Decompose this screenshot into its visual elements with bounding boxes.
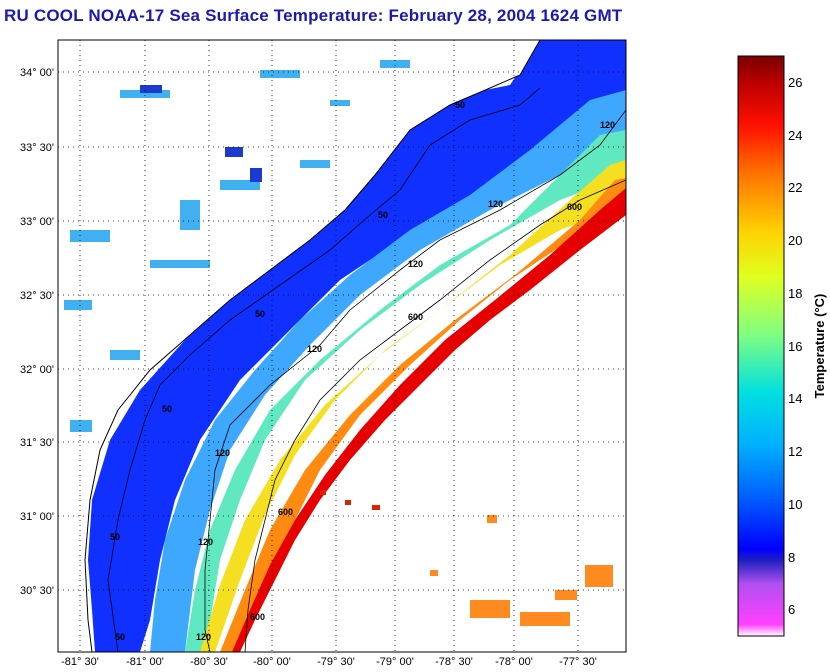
cloud-mask (270, 230, 626, 652)
lat-tick-label: 33° 30' (20, 142, 54, 154)
colorbar-tick-label: 20 (788, 233, 802, 248)
warm-water-yellow (200, 160, 626, 652)
colorbar-tick-label: 6 (788, 602, 795, 617)
lon-axis: -81° 30' -81° 00' -80° 30' -80° 00' -79°… (61, 656, 597, 668)
isobath-600m (244, 179, 626, 652)
contour-label: 50 (455, 100, 465, 110)
contour-label: 120 (488, 199, 503, 209)
graticule (58, 40, 626, 652)
lat-tick-label: 31° 00' (20, 511, 54, 523)
colorbar-gradient (737, 55, 785, 637)
colorbar-tick-label: 22 (788, 180, 802, 195)
colorbar: 26 24 22 20 18 16 14 12 10 8 6 Temperatu… (737, 55, 827, 637)
mid-shelf-water (150, 90, 626, 652)
lon-tick-label: -80° 30' (190, 656, 228, 668)
lat-axis: 34° 00' 33° 30' 33° 00' 32° 30' 32° 00' … (20, 67, 54, 597)
contour-label: 120 (198, 537, 213, 547)
contour-label: 50 (115, 632, 125, 642)
lat-tick-label: 31° 30' (20, 437, 54, 449)
lat-tick-label: 34° 00' (20, 67, 54, 79)
contour-label: 600 (567, 202, 582, 212)
lon-tick-label: -78° 00' (495, 656, 533, 668)
offshore-red-patches (320, 490, 380, 510)
contour-label: 600 (278, 507, 293, 517)
lon-tick-label: -81° 00' (126, 656, 164, 668)
contour-labels: 50 50 50 50 50 50 120 120 120 120 120 12… (110, 100, 615, 642)
contour-label: 120 (408, 259, 423, 269)
contour-label: 120 (196, 632, 211, 642)
lakes (140, 85, 262, 182)
colorbar-tick-label: 8 (788, 550, 795, 565)
lat-tick-label: 33° 00' (20, 216, 54, 228)
colorbar-tick-label: 12 (788, 444, 802, 459)
colorbar-tick-label: 10 (788, 497, 802, 512)
page-title: RU COOL NOAA-17 Sea Surface Temperature:… (4, 6, 623, 25)
contour-label: 120 (307, 344, 322, 354)
lon-tick-label: -80° 00' (253, 656, 291, 668)
gulf-stream-core (232, 188, 626, 652)
transition-water (185, 130, 626, 652)
lon-tick-label: -79° 00' (376, 656, 414, 668)
lat-tick-label: 32° 00' (20, 364, 54, 376)
colorbar-tick-label: 18 (788, 286, 802, 301)
colorbar-axis-label: Temperature (°C) (812, 294, 827, 399)
lon-tick-label: -77° 30' (559, 656, 597, 668)
colorbar-tick-label: 14 (788, 391, 802, 406)
map-frame (57, 39, 627, 653)
shelf-water (88, 40, 626, 652)
lon-tick-label: -81° 30' (61, 656, 99, 668)
contour-label: 120 (215, 448, 230, 458)
lat-tick-label: 30° 30' (20, 585, 54, 597)
land-mass (58, 40, 540, 652)
contour-label: 50 (110, 532, 120, 542)
isobath-120m (204, 109, 626, 652)
colorbar-tick-label: 24 (788, 128, 802, 143)
lat-tick-label: 32° 30' (20, 290, 54, 302)
colorbar-tick-label: 16 (788, 339, 802, 354)
isobath-50m (107, 87, 541, 652)
contour-label: 600 (408, 312, 423, 322)
offshore-warm-patches (430, 515, 613, 626)
colorbar-tick-label: 26 (788, 75, 802, 90)
lon-tick-label: -78° 30' (435, 656, 473, 668)
contour-label: 50 (255, 309, 265, 319)
lon-tick-label: -79° 30' (317, 656, 355, 668)
contour-label: 50 (378, 210, 388, 220)
inland-water (64, 60, 410, 432)
coastline (84, 40, 541, 652)
sst-field (58, 40, 626, 652)
contour-label: 50 (162, 404, 172, 414)
contour-label: 600 (250, 612, 265, 622)
contour-label: 120 (600, 120, 615, 130)
